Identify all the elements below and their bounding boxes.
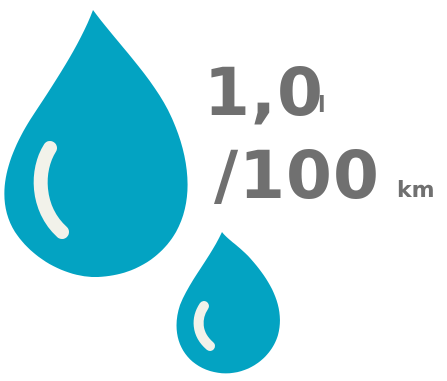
consumption-distance: /100 bbox=[214, 137, 380, 214]
large-drop-highlight bbox=[33, 141, 69, 239]
small-drop-highlight bbox=[193, 301, 215, 351]
large-water-drop-icon bbox=[4, 10, 188, 278]
consumption-value-unit: l bbox=[318, 93, 326, 118]
small-water-drop-icon bbox=[176, 232, 280, 374]
consumption-value: 1,0 bbox=[204, 54, 324, 131]
consumption-distance-unit: km bbox=[397, 178, 435, 203]
